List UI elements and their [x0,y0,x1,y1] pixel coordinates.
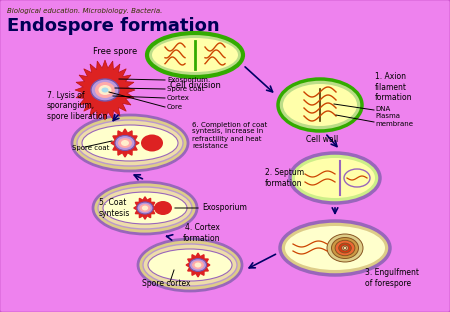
Ellipse shape [91,79,119,101]
Ellipse shape [121,140,129,146]
Text: 3. Engulfment
of forespore: 3. Engulfment of forespore [365,268,419,288]
Text: Core: Core [167,104,183,110]
Text: 6. Completion of coat
syntesis, increase in
refractility and heat
resistance: 6. Completion of coat syntesis, increase… [192,121,267,149]
Ellipse shape [93,182,197,234]
Ellipse shape [154,201,172,215]
Ellipse shape [283,84,357,126]
Ellipse shape [285,226,385,270]
Text: Spore cortex: Spore cortex [142,279,190,287]
Ellipse shape [143,244,237,286]
Ellipse shape [140,204,151,212]
Ellipse shape [141,134,163,152]
Ellipse shape [280,221,390,275]
Text: 5. Coat
syntesis: 5. Coat syntesis [99,198,130,218]
Ellipse shape [137,202,153,214]
Text: Cell division: Cell division [170,80,220,90]
Ellipse shape [335,240,355,256]
Ellipse shape [342,245,349,251]
Polygon shape [83,68,127,112]
Ellipse shape [98,187,192,229]
Ellipse shape [118,138,132,148]
Polygon shape [111,129,139,157]
Text: 4. Cortex
formation: 4. Cortex formation [183,223,221,243]
Polygon shape [75,60,135,120]
Text: Cortex: Cortex [167,95,190,101]
Ellipse shape [142,206,148,210]
Ellipse shape [327,234,363,262]
Text: Free spore: Free spore [93,47,137,56]
Ellipse shape [344,169,370,187]
Ellipse shape [138,239,242,291]
Polygon shape [134,197,156,219]
Ellipse shape [147,33,243,77]
Polygon shape [186,253,210,277]
Ellipse shape [103,192,187,224]
Text: Spore coat: Spore coat [72,145,109,151]
Text: Biological education. Microbiology. Bacteria.: Biological education. Microbiology. Bact… [7,8,162,14]
Ellipse shape [343,246,347,249]
Text: Endospore formation: Endospore formation [7,17,220,35]
Ellipse shape [72,115,188,171]
Ellipse shape [189,259,207,271]
Text: Exosporium: Exosporium [167,77,208,83]
Text: Spore coat: Spore coat [167,86,204,92]
Text: Exosporium: Exosporium [202,203,247,212]
Ellipse shape [290,153,380,203]
Ellipse shape [192,261,204,269]
Text: DNA: DNA [375,106,390,112]
Text: 1. Axion
filament
formation: 1. Axion filament formation [375,72,413,102]
Ellipse shape [278,79,362,131]
Ellipse shape [148,249,232,281]
Text: 2. Septum
formation: 2. Septum formation [265,168,304,188]
Ellipse shape [77,120,183,166]
Ellipse shape [194,262,202,268]
Text: Cell wall: Cell wall [306,134,338,144]
Text: Plasma
membrane: Plasma membrane [375,114,413,126]
Ellipse shape [339,243,351,253]
Ellipse shape [295,158,375,198]
Ellipse shape [152,38,238,72]
Ellipse shape [102,87,108,92]
Ellipse shape [82,125,178,161]
Ellipse shape [115,135,135,150]
Ellipse shape [99,85,112,95]
Text: 7. Lysis of
sporangium,
spore liberation: 7. Lysis of sporangium, spore liberation [47,91,108,121]
Ellipse shape [95,82,115,98]
Ellipse shape [332,237,359,259]
